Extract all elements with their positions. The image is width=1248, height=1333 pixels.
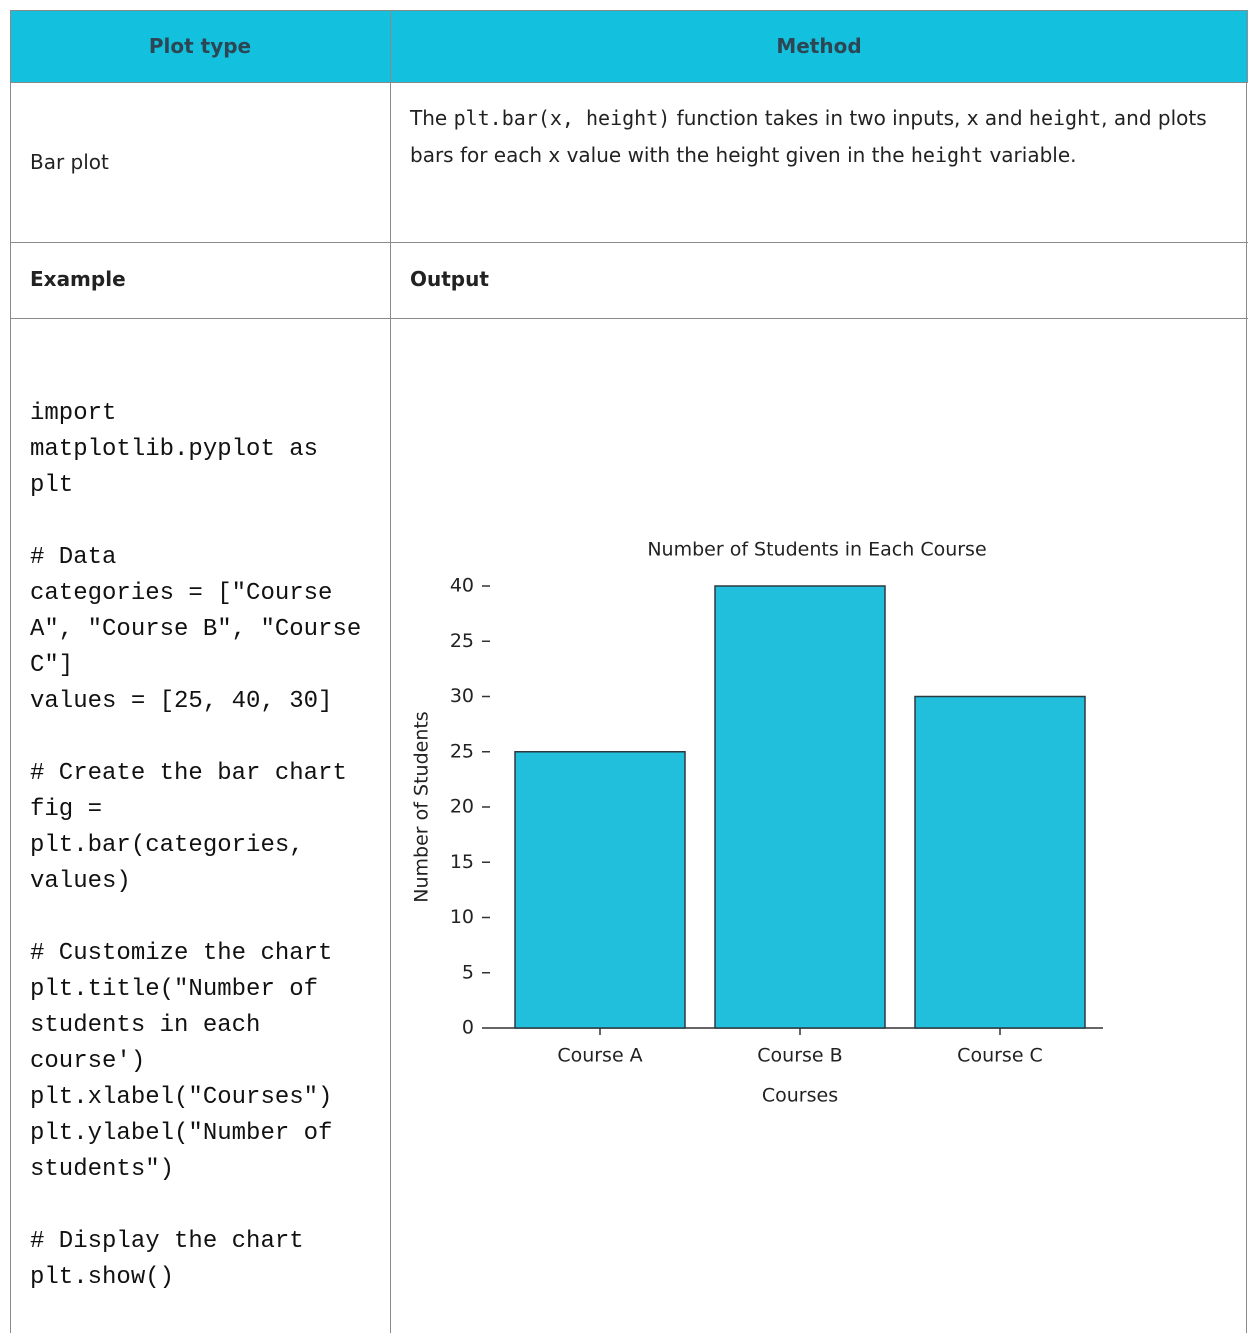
subheader: Output — [410, 267, 489, 291]
y-tick-label: 5 — [462, 961, 474, 983]
subheader: Example — [30, 267, 126, 291]
borders — [10, 10, 1247, 1333]
header-cell: Method — [776, 34, 862, 58]
text: variable. — [983, 143, 1077, 167]
header-cell: Plot type — [148, 34, 252, 58]
example-code: import matplotlib.pyplot as plt # Data c… — [30, 400, 362, 1291]
method-text: The plt.bar(x, height) function takes in… — [410, 100, 1220, 174]
code: height — [1028, 106, 1102, 130]
row-divider — [10, 242, 1248, 243]
row-divider — [10, 318, 1248, 319]
col-divider — [390, 10, 391, 1333]
header-bg — [10, 10, 1248, 82]
x-tick-label: Course C — [957, 1045, 1043, 1067]
text: , and plots bars for each x value with t… — [410, 106, 1207, 167]
y-tick-label: 25 — [450, 740, 474, 762]
text: The — [410, 106, 454, 130]
y-axis-label: Number of Students — [411, 711, 433, 902]
text: function takes in two inputs, x and — [670, 106, 1029, 130]
y-tick-label: 25 — [450, 630, 474, 652]
row-divider — [10, 82, 1248, 83]
bar — [714, 585, 886, 1029]
y-tick-label: 40 — [450, 575, 474, 597]
y-tick-label: 15 — [450, 851, 474, 873]
plot-type: Bar plot — [30, 150, 109, 174]
chart-title: Number of Students in Each Course — [647, 539, 986, 561]
y-tick-label: 20 — [450, 796, 474, 818]
x-axis-label: Courses — [762, 1085, 838, 1107]
y-tick-label: 10 — [450, 906, 474, 928]
code: height — [910, 143, 984, 167]
code: plt.bar(x, height) — [453, 106, 671, 130]
bar — [914, 695, 1086, 1029]
bar — [514, 751, 686, 1029]
x-tick-label: Course A — [557, 1045, 642, 1067]
y-tick-label: 0 — [462, 1017, 474, 1039]
x-tick-label: Course B — [757, 1045, 842, 1067]
y-tick-label: 30 — [450, 685, 474, 707]
